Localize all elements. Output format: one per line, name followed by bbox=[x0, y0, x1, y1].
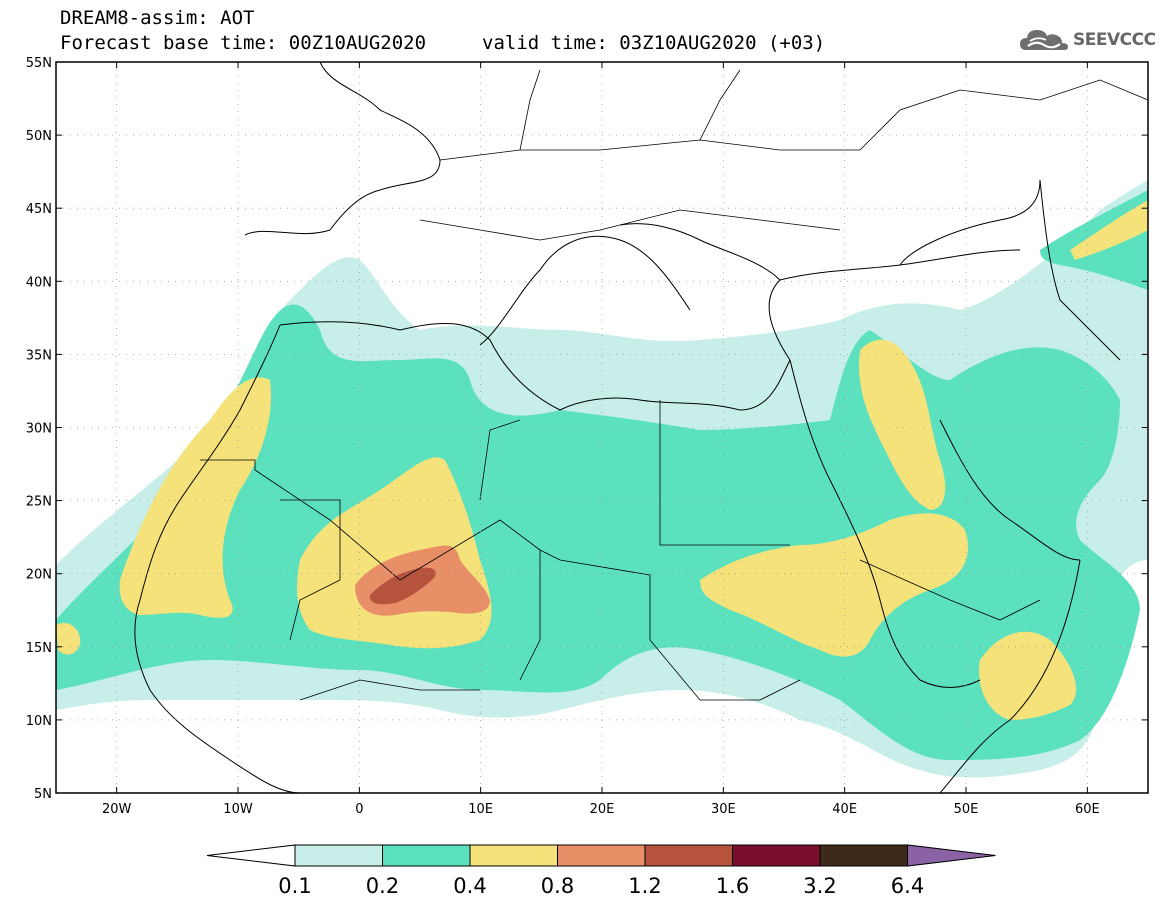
lat-label: 30N bbox=[26, 422, 52, 437]
lat-label: 40N bbox=[26, 275, 52, 290]
lat-label: 35N bbox=[26, 348, 52, 363]
lon-label: 20E bbox=[590, 802, 615, 817]
lon-label: 0 bbox=[355, 802, 363, 817]
aot-fields bbox=[56, 180, 1148, 778]
aot-band-1.2 bbox=[369, 567, 436, 605]
lat-label: 20N bbox=[26, 568, 52, 583]
colorbar-label: 6.4 bbox=[891, 874, 924, 898]
lon-label: 10W bbox=[223, 802, 253, 817]
lat-label: 5N bbox=[34, 787, 52, 802]
lon-label: 30E bbox=[711, 802, 736, 817]
graticule bbox=[56, 62, 1148, 793]
lon-label: 60E bbox=[1075, 802, 1100, 817]
colorbar-label: 0.8 bbox=[541, 874, 574, 898]
lat-label: 10N bbox=[26, 714, 52, 729]
lon-label: 10E bbox=[468, 802, 493, 817]
country-borders bbox=[200, 69, 1148, 701]
chart-title-model: DREAM8-assim: AOT bbox=[60, 7, 255, 29]
colorbar-swatch bbox=[382, 844, 471, 867]
colorbar-swatch bbox=[557, 844, 646, 867]
lat-label: 45N bbox=[26, 202, 52, 217]
colorbar-label: 3.2 bbox=[803, 874, 836, 898]
valid-time: valid time: 03Z10AUG2020 (+03) bbox=[482, 32, 826, 54]
lat-label: 50N bbox=[26, 129, 52, 144]
lat-label: 25N bbox=[26, 495, 52, 510]
seevccc-logo: SEEVCCC bbox=[1018, 26, 1156, 54]
lon-label: 20W bbox=[102, 802, 132, 817]
cloud-icon bbox=[1020, 30, 1068, 50]
lon-label: 40E bbox=[832, 802, 857, 817]
colorbar-high-arrow bbox=[907, 844, 996, 867]
logo-text: SEEVCCC bbox=[1073, 30, 1156, 50]
coastlines bbox=[134, 62, 1121, 793]
colorbar-label: 0.2 bbox=[366, 874, 399, 898]
colorbar-label: 1.6 bbox=[716, 874, 749, 898]
lat-label: 55N bbox=[26, 56, 52, 71]
lon-label: 50E bbox=[954, 802, 979, 817]
colorbar-swatch bbox=[644, 844, 733, 867]
colorbar-label: 0.4 bbox=[453, 874, 486, 898]
lat-label: 15N bbox=[26, 641, 52, 656]
colorbar-swatch bbox=[732, 844, 821, 867]
colorbar-swatch bbox=[819, 844, 908, 867]
colorbar-label: 0.1 bbox=[278, 874, 311, 898]
colorbar-low-arrow bbox=[206, 844, 296, 867]
axis-ticks: 55N 50N 45N 40N 35N 30N 25N 20N 15N 10N 5N 20W 10W 0 1… bbox=[26, 56, 1148, 817]
forecast-base-time: Forecast base time: 00Z10AUG2020 bbox=[60, 32, 427, 54]
colorbar-swatch bbox=[469, 844, 558, 867]
colorbar-label: 1.2 bbox=[628, 874, 661, 898]
colorbar-swatch bbox=[294, 844, 383, 867]
